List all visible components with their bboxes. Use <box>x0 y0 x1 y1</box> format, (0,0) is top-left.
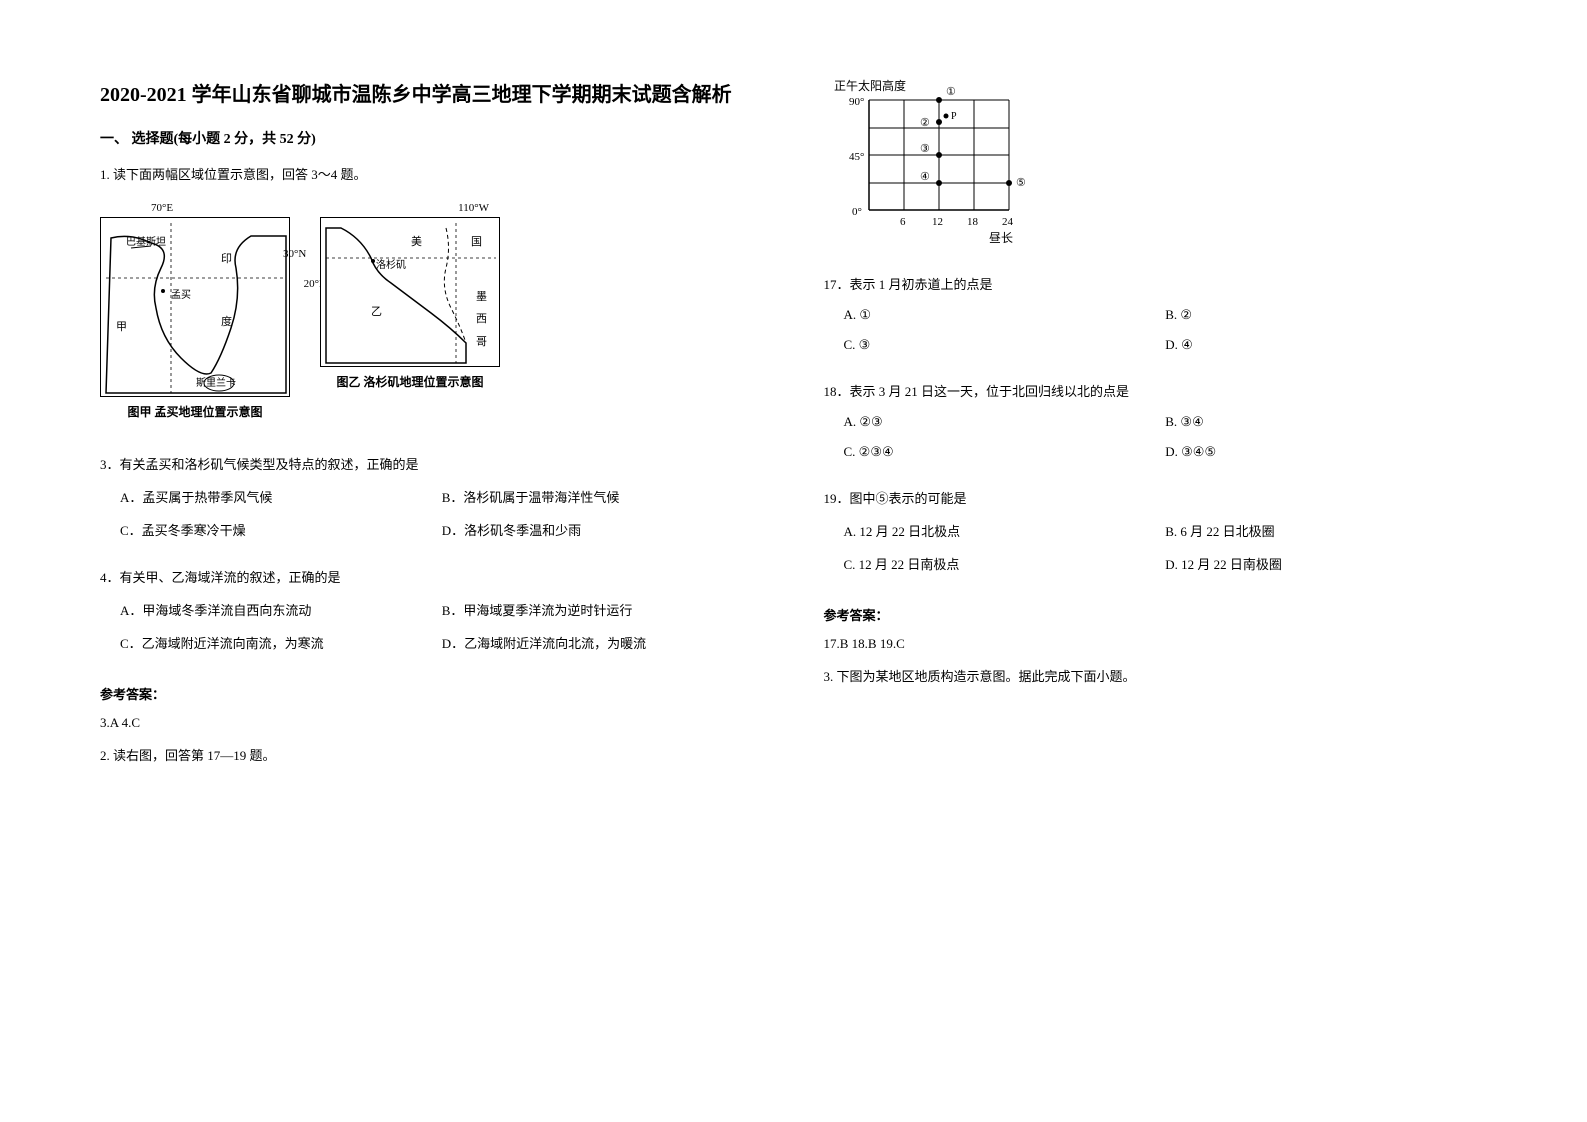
q18-opt-c: C. ②③④ <box>844 444 1166 460</box>
q17-opt-c: C. ③ <box>844 337 1166 353</box>
q18-opt-b: B. ③④ <box>1165 414 1487 430</box>
q19-options-row1: A. 12 月 22 日北极点 B. 6 月 22 日北极圈 <box>844 521 1488 540</box>
q18-options-row2: C. ②③④ D. ③④⑤ <box>844 444 1488 460</box>
label-mex: 墨 <box>476 288 487 304</box>
q3-opt-d: D．洛杉矶冬季温和少雨 <box>442 520 764 539</box>
q17-options-row2: C. ③ D. ④ <box>844 337 1488 353</box>
map-right: 110°W 30°N 美 国 洛杉矶 乙 墨 西 哥 <box>320 217 500 367</box>
q3-options-row1: A．孟买属于热带季风气候 B．洛杉矶属于温带海洋性气候 <box>120 487 764 506</box>
label-mumbai: 孟买 <box>171 286 191 301</box>
q18-text: 18．表示 3 月 21 日这一天，位于北回归线以北的点是 <box>824 381 1488 400</box>
q3-text: 3．有关孟买和洛杉矶气候类型及特点的叙述，正确的是 <box>100 454 764 473</box>
q18-options-row1: A. ②③ B. ③④ <box>844 414 1488 430</box>
q3-options-row2: C．孟买冬季寒冷干燥 D．洛杉矶冬季温和少雨 <box>120 520 764 539</box>
q18-opt-d: D. ③④⑤ <box>1165 444 1487 460</box>
q19-text: 19．图中⑤表示的可能是 <box>824 488 1488 507</box>
label-ge: 哥 <box>476 333 487 349</box>
q4-opt-d: D．乙海域附近洋流向北流，为暖流 <box>442 633 764 652</box>
answer-label-1: 参考答案： <box>100 684 764 703</box>
q3-opt-b: B．洛杉矶属于温带海洋性气候 <box>442 487 764 506</box>
left-column: 2020-2021 学年山东省聊城市温陈乡中学高三地理下学期期末试题含解析 一、… <box>100 80 764 1042</box>
chart: 正午太阳高度 90° 45° 0° ① ② P <box>824 80 1024 240</box>
q17-opt-a: A. ① <box>844 307 1166 323</box>
q3-section2-intro: 3. 下图为某地区地质构造示意图。据此完成下面小题。 <box>824 666 1488 685</box>
page-title: 2020-2021 学年山东省聊城市温陈乡中学高三地理下学期期末试题含解析 <box>100 80 764 110</box>
x-tick-18: 18 <box>967 216 979 228</box>
q3-opt-a: A．孟买属于热带季风气候 <box>120 487 442 506</box>
answer-2: 17.B 18.B 19.C <box>824 636 1488 652</box>
y-tick-0: 0° <box>852 206 862 218</box>
q19-opt-c: C. 12 月 22 日南极点 <box>844 554 1166 573</box>
point-2: ② <box>920 117 930 129</box>
q4-text: 4．有关甲、乙海域洋流的叙述，正确的是 <box>100 567 764 586</box>
map-left-wrapper: 70°E 20°N 巴基斯坦 印 孟买 甲 度 斯里兰卡 图甲 孟买地理位置示意… <box>100 217 290 420</box>
label-pakistan: 巴基斯坦 <box>126 233 166 248</box>
q2-intro: 2. 读右图，回答第 17—19 题。 <box>100 745 764 764</box>
y-tick-45: 45° <box>849 151 864 163</box>
map-right-lat: 30°N <box>283 248 306 260</box>
map-left-caption: 图甲 孟买地理位置示意图 <box>127 403 262 420</box>
q1-intro: 1. 读下面两幅区域位置示意图，回答 3～4 题。 <box>100 164 764 183</box>
label-india: 印 <box>221 250 232 266</box>
x-tick-12: 12 <box>932 216 943 228</box>
answer-label-2: 参考答案： <box>824 605 1488 624</box>
q17-opt-b: B. ② <box>1165 307 1487 323</box>
answer-1: 3.A 4.C <box>100 715 764 731</box>
label-jia: 甲 <box>116 318 127 334</box>
q17-text: 17．表示 1 月初赤道上的点是 <box>824 274 1488 293</box>
map-right-lon: 110°W <box>458 202 489 214</box>
point-5: ⑤ <box>1016 177 1026 189</box>
map-left-lon: 70°E <box>151 202 173 214</box>
label-usa: 美 <box>411 233 422 249</box>
q17-options-row1: A. ① B. ② <box>844 307 1488 323</box>
label-du: 度 <box>221 313 232 329</box>
x-tick-24: 24 <box>1002 216 1014 228</box>
label-guo: 国 <box>471 233 482 249</box>
right-column: 正午太阳高度 90° 45° 0° ① ② P <box>824 80 1488 1042</box>
maps-container: 70°E 20°N 巴基斯坦 印 孟买 甲 度 斯里兰卡 图甲 孟买地理位置示意… <box>100 217 764 420</box>
label-la: 洛杉矶 <box>376 256 406 271</box>
q19-opt-d: D. 12 月 22 日南极圈 <box>1165 554 1487 573</box>
x-tick-6: 6 <box>900 216 906 228</box>
q4-options-row1: A．甲海域冬季洋流自西向东流动 B．甲海域夏季洋流为逆时针运行 <box>120 600 764 619</box>
q19-opt-b: B. 6 月 22 日北极圈 <box>1165 521 1487 540</box>
q4-opt-c: C．乙海域附近洋流向南流，为寒流 <box>120 633 442 652</box>
point-4: ④ <box>920 171 930 183</box>
q3-opt-c: C．孟买冬季寒冷干燥 <box>120 520 442 539</box>
point-3: ③ <box>920 143 930 155</box>
q4-opt-a: A．甲海域冬季洋流自西向东流动 <box>120 600 442 619</box>
q19-opt-a: A. 12 月 22 日北极点 <box>844 521 1166 540</box>
q19-options-row2: C. 12 月 22 日南极点 D. 12 月 22 日南极圈 <box>844 554 1488 573</box>
point-p: P <box>951 111 957 122</box>
q4-opt-b: B．甲海域夏季洋流为逆时针运行 <box>442 600 764 619</box>
label-sri: 斯里兰卡 <box>196 374 236 389</box>
q17-opt-d: D. ④ <box>1165 337 1487 353</box>
label-yi: 乙 <box>371 303 382 319</box>
y-tick-90: 90° <box>849 96 864 108</box>
x-label: 昼长 <box>989 231 1013 245</box>
map-left: 70°E 20°N 巴基斯坦 印 孟买 甲 度 斯里兰卡 <box>100 217 290 397</box>
section-heading: 一、 选择题(每小题 2 分，共 52 分) <box>100 128 764 148</box>
q18-opt-a: A. ②③ <box>844 414 1166 430</box>
label-xi: 西 <box>476 310 487 326</box>
chart-svg: 正午太阳高度 90° 45° 0° ① ② P <box>824 80 1044 250</box>
q4-options-row2: C．乙海域附近洋流向南流，为寒流 D．乙海域附近洋流向北流，为暖流 <box>120 633 764 652</box>
map-right-wrapper: 110°W 30°N 美 国 洛杉矶 乙 墨 西 哥 图乙 洛杉矶地理位置示意图 <box>320 217 500 420</box>
y-label: 正午太阳高度 <box>834 78 906 93</box>
map-right-caption: 图乙 洛杉矶地理位置示意图 <box>336 373 483 390</box>
point-1: ① <box>946 86 956 98</box>
